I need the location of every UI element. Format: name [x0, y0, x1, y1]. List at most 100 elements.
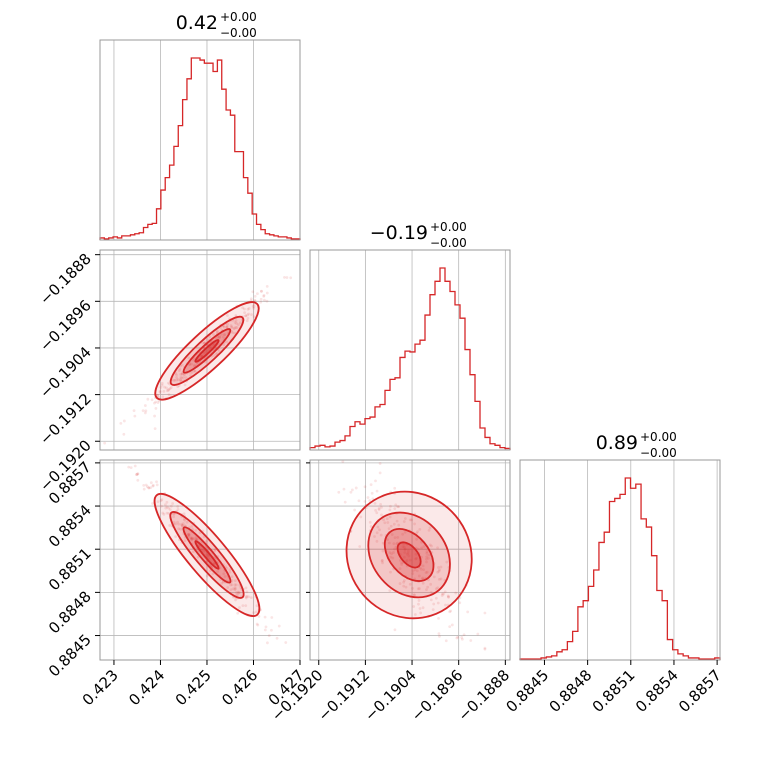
pair-0-sample-point: [252, 306, 256, 310]
pair-1-sample-point: [174, 522, 178, 526]
pair-2-sample-point: [376, 525, 380, 529]
pair-0-sample-point: [241, 306, 244, 310]
pair-2-sample-point: [388, 551, 392, 555]
pair-0-sample-point: [283, 276, 286, 279]
pair-1-sample-point: [145, 485, 149, 489]
pair-1-sample-point: [181, 523, 185, 527]
pair-1-sample-point: [194, 537, 198, 541]
histogram-param-2: [519, 477, 721, 660]
pair-0-sample-point: [165, 389, 169, 393]
hist-1-frame: [309, 249, 511, 451]
pair-2-sample-point: [424, 557, 428, 561]
pair-2-sample-point: [377, 506, 381, 510]
pair-0-frame: [99, 249, 301, 451]
pair-1-sample-point: [233, 588, 237, 592]
xtick-label-param-0-0: 0.423: [79, 666, 122, 709]
pair-2-sample-point: [405, 559, 409, 562]
hist-0-title-plus: +0.00: [220, 10, 257, 24]
pair-2-sample-point: [416, 530, 419, 534]
pair-0-sample-point: [165, 386, 168, 390]
pair-2-sample-point: [378, 528, 381, 532]
pair-0-sample-point: [245, 319, 249, 323]
pair-1-sample-point: [177, 522, 181, 526]
pair-2-sample-point: [429, 598, 433, 602]
xtick-label-param-0-2: 0.425: [172, 666, 215, 709]
pair-2-sample-point: [402, 580, 406, 584]
pair-2-sample-point: [418, 566, 422, 570]
pair-0-sample-point: [175, 378, 179, 382]
pair-0-sample-point: [144, 409, 148, 413]
pair-1-sample-point: [195, 537, 199, 541]
pair-0-sample-point: [192, 369, 195, 373]
pair-0-sample-point: [167, 393, 171, 397]
pair-1-sample-point: [151, 484, 155, 488]
pair-2-sample-point: [449, 609, 453, 613]
pair-1-sample-point: [194, 535, 198, 539]
pair-2-sample-point: [421, 564, 425, 568]
pair-0-sample-point: [193, 370, 197, 373]
pair-2-sample-point: [426, 585, 430, 589]
pair-0-sample-point: [182, 376, 185, 379]
pair-1-sample-point: [174, 535, 178, 539]
pair-2-sample-point: [416, 587, 420, 591]
pair-0-sample-point: [156, 401, 160, 405]
hist-1-title-minus: −0.00: [430, 236, 467, 250]
pair-1-sample-point: [168, 508, 172, 511]
pair-2-sample-point: [427, 556, 430, 560]
pair-2-sample-point: [353, 508, 356, 512]
pair-1-sample-point: [191, 537, 194, 541]
xtick-label-param-0-3: 0.426: [218, 666, 261, 709]
pair-2-sample-point: [392, 522, 396, 526]
pair-2-sample-point: [407, 554, 411, 558]
pair-2-sample-point: [354, 486, 358, 490]
pair-0-sample-point: [223, 333, 227, 337]
pair-1-sample-point: [136, 478, 140, 482]
pair-1-sample-point: [183, 539, 187, 543]
pair-2-sample-point: [402, 584, 406, 588]
pair-1-sample-point: [192, 550, 195, 554]
pair-2-sample-point: [390, 533, 394, 536]
pair-1-sample-point: [192, 537, 196, 541]
pair-1-sample-point: [205, 540, 208, 543]
pair-2-sample-point: [359, 515, 363, 519]
pair-2-sample-point: [403, 530, 407, 534]
pair-0-sample-point: [153, 401, 156, 405]
pair-1-sample-point: [189, 536, 192, 540]
pair-2-sample-point: [404, 585, 408, 589]
pair-0-contour-level-3: [194, 339, 220, 363]
pair-1-sample-point: [228, 570, 232, 574]
pair-0-sample-point: [166, 381, 170, 385]
pair-2-sample-point: [366, 496, 370, 499]
pair-0-sample-point: [246, 316, 250, 320]
pair-0-sample-point: [158, 390, 162, 394]
pair-1-sample-point: [156, 500, 160, 504]
pair-1-sample-point: [155, 483, 159, 487]
pair-1-sample-point: [187, 533, 191, 537]
pair-2-sample-point: [425, 555, 429, 559]
pair-2-sample-point: [337, 490, 341, 494]
pair-2-sample-point: [417, 602, 420, 606]
pair-2-sample-point: [402, 520, 406, 523]
pair-0-sample-point: [259, 297, 263, 301]
pair-0-sample-point: [103, 441, 107, 445]
pair-2-sample-point: [380, 513, 383, 517]
pair-0-sample-point: [215, 329, 219, 333]
pair-1-sample-point: [180, 522, 183, 526]
pair-1-sample-point: [266, 641, 269, 645]
pair-0-sample-point: [253, 294, 257, 298]
pair-0-sample-point: [231, 331, 234, 334]
pair-0-sample-point: [176, 385, 180, 389]
pair-0-sample-point: [178, 378, 182, 382]
pair-1-sample-point: [164, 503, 167, 507]
pair-2-sample-point: [445, 560, 449, 564]
pair-2-sample-point: [397, 523, 401, 527]
pair-2-sample-point: [402, 545, 406, 549]
pair-1-sample-point: [213, 549, 217, 553]
pair-0-sample-point: [230, 326, 234, 330]
pair-0-sample-point: [221, 335, 225, 339]
pair-0-sample-point: [190, 362, 194, 366]
pair-2-sample-point: [375, 511, 379, 515]
pair-1-sample-point: [136, 472, 140, 476]
pair-0-sample-point: [180, 372, 184, 376]
pair-1-sample-point: [236, 611, 240, 615]
